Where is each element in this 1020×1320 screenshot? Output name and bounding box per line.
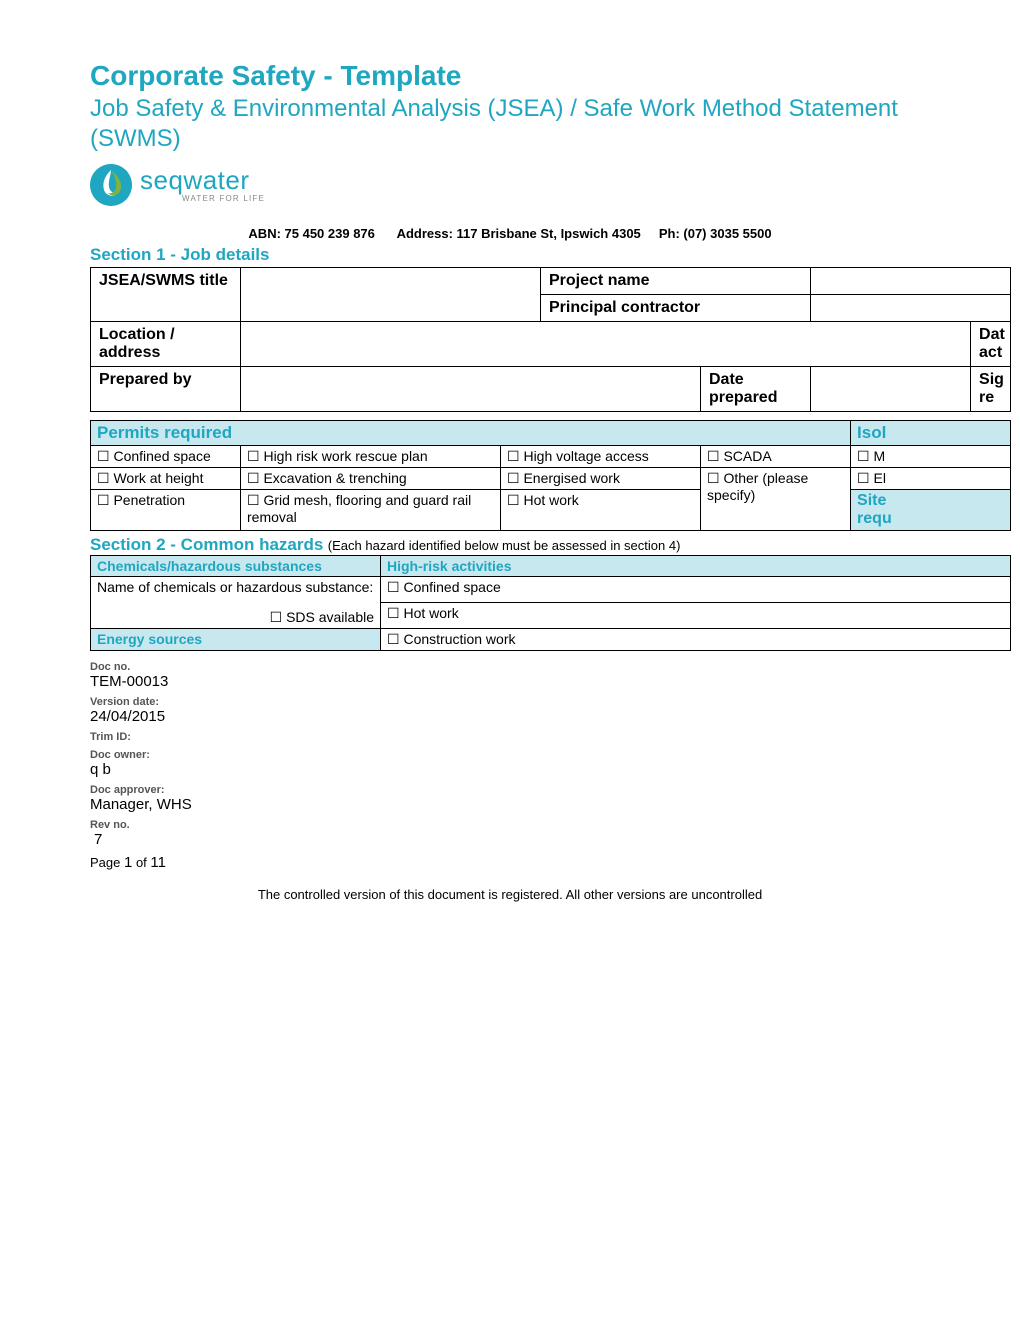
label-jsea-title: JSEA/SWMS title bbox=[91, 268, 241, 322]
doc-meta: Doc no. TEM-00013 Version date: 24/04/20… bbox=[90, 661, 930, 871]
footer-note: The controlled version of this document … bbox=[90, 887, 930, 902]
permit-hot-work[interactable]: ☐ Hot work bbox=[501, 490, 701, 531]
field-jsea-title[interactable] bbox=[241, 268, 541, 322]
field-project-name[interactable] bbox=[811, 268, 1011, 295]
chemicals-name[interactable]: Name of chemicals or hazardous substance… bbox=[91, 577, 381, 629]
owner-label: Doc owner: bbox=[90, 749, 930, 761]
highrisk-header: High-risk activities bbox=[381, 556, 1011, 577]
subtitle: Job Safety & Environmental Analysis (JSE… bbox=[90, 94, 930, 154]
approver: Manager, WHS bbox=[90, 796, 930, 813]
job-details-table: JSEA/SWMS title Project name Principal c… bbox=[90, 267, 1011, 412]
page-number: Page 1 of 11 bbox=[90, 854, 930, 871]
label-prepared-by: Prepared by bbox=[91, 367, 241, 412]
permit-excavation[interactable]: ☐ Excavation & trenching bbox=[241, 468, 501, 490]
trim-label: Trim ID: bbox=[90, 731, 930, 743]
logo: seqwater WATER FOR LIFE bbox=[90, 164, 930, 206]
permit-work-height[interactable]: ☐ Work at height bbox=[91, 468, 241, 490]
energy-sources-header: Energy sources bbox=[91, 629, 381, 651]
label-principal-contractor: Principal contractor bbox=[541, 295, 811, 322]
section2-heading: Section 2 - Common hazards bbox=[90, 535, 323, 554]
rev-no: 7 bbox=[94, 831, 930, 848]
label-date-activity: Datact bbox=[971, 322, 1011, 367]
doc-no: TEM-00013 bbox=[90, 673, 930, 690]
permit-grid-mesh[interactable]: ☐ Grid mesh, flooring and guard rail rem… bbox=[241, 490, 501, 531]
permits-table: Permits required Isol ☐ Confined space ☐… bbox=[90, 420, 1011, 531]
owner: q b bbox=[90, 761, 930, 778]
logo-brand: seqwater bbox=[140, 167, 265, 193]
permit-penetration[interactable]: ☐ Penetration bbox=[91, 490, 241, 531]
version-date-label: Version date: bbox=[90, 696, 930, 708]
permit-hv-access[interactable]: ☐ High voltage access bbox=[501, 446, 701, 468]
rev-label: Rev no. bbox=[90, 819, 930, 831]
hazard-hot-work[interactable]: ☐ Hot work bbox=[381, 603, 1011, 629]
permit-other[interactable]: ☐ Other (please specify) bbox=[701, 468, 851, 531]
isolations-heading: Isol bbox=[851, 421, 1011, 446]
approver-label: Doc approver: bbox=[90, 784, 930, 796]
iso-el[interactable]: ☐ El bbox=[851, 468, 1011, 490]
doc-no-label: Doc no. bbox=[90, 661, 930, 673]
label-signature: Sigre bbox=[971, 367, 1011, 412]
logo-tagline: WATER FOR LIFE bbox=[182, 195, 265, 203]
field-principal-contractor[interactable] bbox=[811, 295, 1011, 322]
main-title: Corporate Safety - Template bbox=[90, 60, 930, 92]
permit-energised[interactable]: ☐ Energised work bbox=[501, 468, 701, 490]
permit-rescue-plan[interactable]: ☐ High risk work rescue plan bbox=[241, 446, 501, 468]
section2-note: (Each hazard identified below must be as… bbox=[328, 538, 681, 553]
logo-icon bbox=[90, 164, 132, 206]
field-location[interactable] bbox=[241, 322, 971, 367]
company-info: ABN: 75 450 239 876 Address: 117 Brisban… bbox=[90, 226, 930, 241]
hazards-table: Chemicals/hazardous substances High-risk… bbox=[90, 555, 1011, 651]
site-induction-heading: Siterequ bbox=[851, 490, 1011, 531]
chemicals-header: Chemicals/hazardous substances bbox=[91, 556, 381, 577]
hazard-construction[interactable]: ☐ Construction work bbox=[381, 629, 1011, 651]
field-date-prepared[interactable] bbox=[811, 367, 971, 412]
iso-m[interactable]: ☐ M bbox=[851, 446, 1011, 468]
label-location: Location / address bbox=[91, 322, 241, 367]
label-date-prepared: Date prepared bbox=[701, 367, 811, 412]
permit-confined-space[interactable]: ☐ Confined space bbox=[91, 446, 241, 468]
hazard-confined-space[interactable]: ☐ Confined space bbox=[381, 577, 1011, 603]
permit-scada[interactable]: ☐ SCADA bbox=[701, 446, 851, 468]
version-date: 24/04/2015 bbox=[90, 708, 930, 725]
field-prepared-by[interactable] bbox=[241, 367, 701, 412]
label-project-name: Project name bbox=[541, 268, 811, 295]
permits-heading: Permits required bbox=[91, 421, 851, 446]
section1-heading: Section 1 - Job details bbox=[90, 245, 930, 265]
section2-heading-row: Section 2 - Common hazards (Each hazard … bbox=[90, 535, 930, 555]
